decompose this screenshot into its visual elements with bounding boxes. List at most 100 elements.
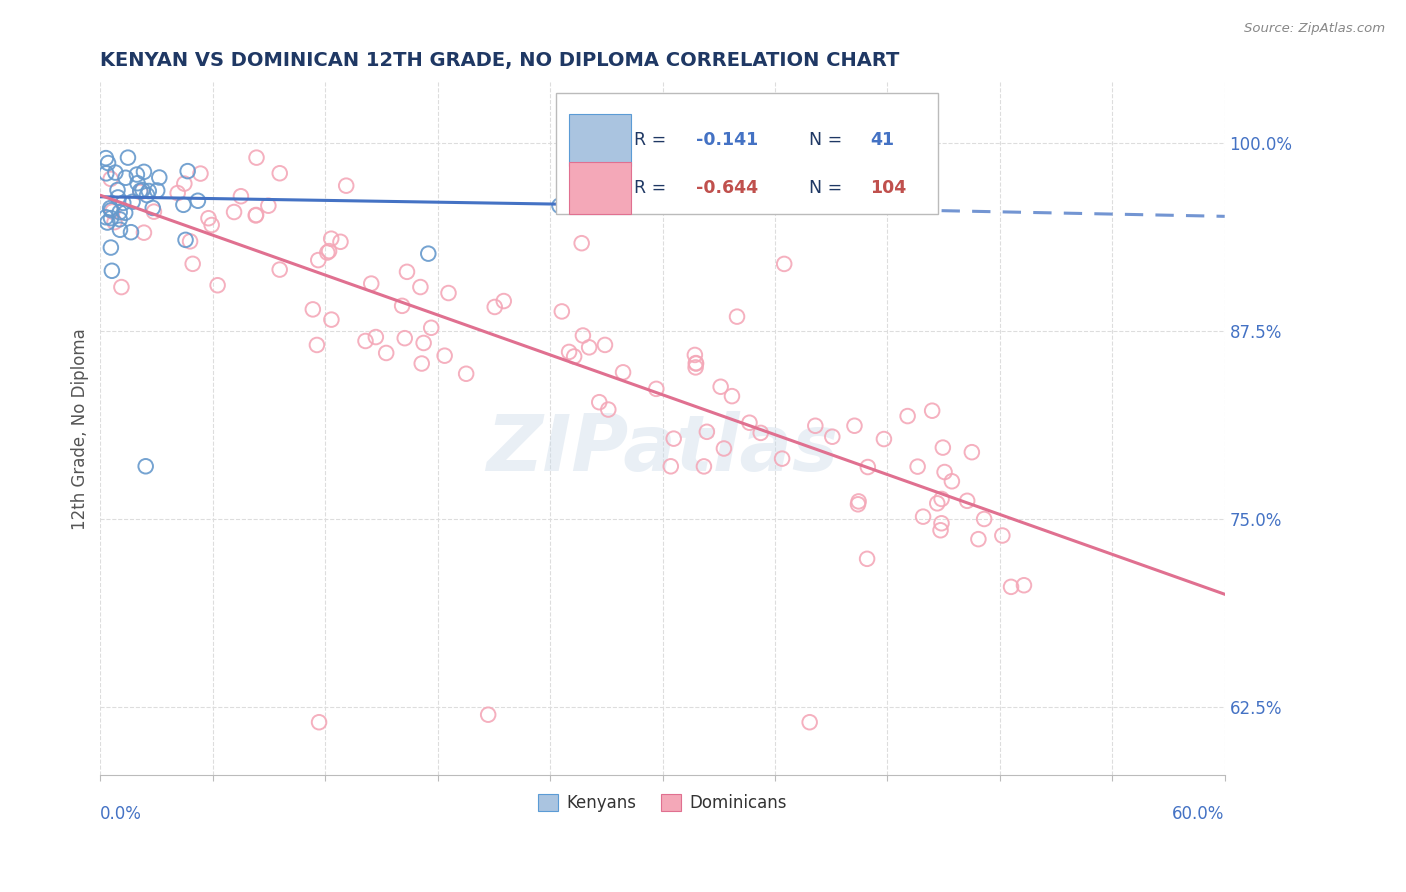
Point	[179, 235, 201, 249]
Point	[804, 418, 827, 433]
Point	[321, 232, 343, 246]
Point	[659, 459, 682, 474]
Point	[886, 183, 908, 197]
Text: 0.0%: 0.0%	[100, 805, 142, 823]
Point	[120, 225, 142, 239]
Point	[110, 280, 132, 294]
Point	[135, 459, 157, 474]
Point	[98, 201, 121, 215]
Point	[107, 190, 129, 204]
Point	[360, 277, 382, 291]
Point	[100, 241, 122, 255]
Point	[101, 204, 124, 219]
Point	[307, 253, 329, 268]
Point	[305, 338, 328, 352]
Point	[713, 442, 735, 456]
Point	[127, 176, 149, 190]
Point	[588, 395, 610, 409]
Point	[318, 244, 340, 259]
Point	[94, 211, 117, 225]
Point	[645, 382, 668, 396]
Point	[301, 302, 323, 317]
Point	[257, 199, 280, 213]
Point	[931, 491, 953, 506]
Point	[114, 206, 136, 220]
Text: Source: ZipAtlas.com: Source: ZipAtlas.com	[1244, 22, 1385, 36]
Point	[710, 380, 733, 394]
Point	[492, 294, 515, 309]
Point	[364, 330, 387, 344]
Point	[121, 194, 143, 209]
Point	[207, 278, 229, 293]
Point	[571, 236, 593, 251]
Point	[683, 348, 706, 362]
Point	[201, 218, 224, 232]
Point	[187, 194, 209, 208]
Text: KENYAN VS DOMINICAN 12TH GRADE, NO DIPLOMA CORRELATION CHART: KENYAN VS DOMINICAN 12TH GRADE, NO DIPLO…	[100, 51, 900, 70]
Point	[173, 177, 195, 191]
Point	[912, 509, 935, 524]
FancyBboxPatch shape	[555, 93, 938, 214]
Point	[222, 205, 245, 219]
Point	[548, 199, 571, 213]
Point	[321, 312, 343, 326]
Point	[927, 496, 949, 510]
Point	[612, 365, 634, 379]
Point	[103, 215, 125, 229]
Point	[181, 257, 204, 271]
Point	[166, 186, 188, 200]
Point	[391, 299, 413, 313]
Point	[437, 286, 460, 301]
Point	[562, 350, 585, 364]
Point	[558, 345, 581, 359]
Point	[799, 715, 821, 730]
Point	[142, 201, 165, 215]
Point	[108, 223, 131, 237]
Point	[245, 151, 267, 165]
Point	[749, 425, 772, 440]
Point	[375, 346, 398, 360]
Point	[316, 245, 339, 260]
Point	[1000, 580, 1022, 594]
Point	[129, 185, 152, 199]
Point	[846, 497, 869, 511]
Legend: Kenyans, Dominicans: Kenyans, Dominicans	[531, 787, 794, 819]
Point	[107, 183, 129, 197]
Point	[269, 166, 291, 180]
Point	[117, 151, 139, 165]
Point	[685, 357, 707, 371]
Point	[108, 205, 131, 219]
Point	[136, 188, 159, 202]
Point	[770, 451, 793, 466]
Point	[921, 403, 943, 417]
Point	[112, 195, 135, 210]
Point	[973, 512, 995, 526]
Point	[329, 235, 352, 249]
Point	[598, 402, 620, 417]
Point	[174, 233, 197, 247]
Text: R =: R =	[634, 131, 672, 150]
Point	[551, 304, 574, 318]
Point	[456, 367, 478, 381]
Point	[148, 170, 170, 185]
Point	[108, 212, 131, 227]
Y-axis label: 12th Grade, No Diploma: 12th Grade, No Diploma	[72, 327, 89, 530]
Point	[245, 209, 267, 223]
Text: ZIPatlas: ZIPatlas	[486, 411, 838, 487]
Text: 41: 41	[870, 131, 894, 150]
Point	[420, 320, 443, 334]
Point	[433, 349, 456, 363]
Point	[941, 475, 963, 489]
Point	[308, 715, 330, 730]
Point	[1012, 578, 1035, 592]
Point	[960, 445, 983, 459]
Point	[100, 172, 122, 186]
Point	[956, 493, 979, 508]
Point	[409, 280, 432, 294]
Point	[100, 203, 122, 218]
Point	[412, 335, 434, 350]
Point	[138, 184, 160, 198]
Text: N =: N =	[808, 178, 848, 197]
Point	[97, 156, 120, 170]
Point	[114, 170, 136, 185]
